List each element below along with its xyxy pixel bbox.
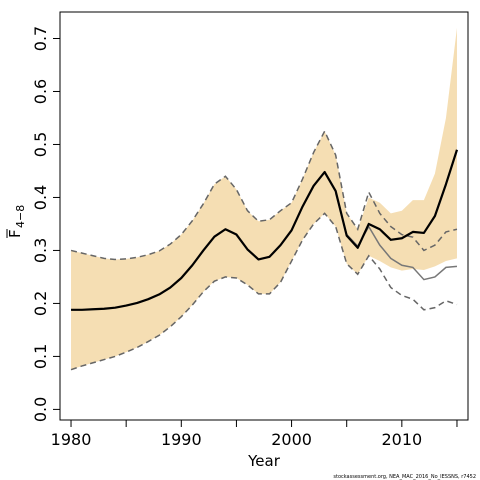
- y-axis: 0.0 0.1 0.2 0.3 0.4 0.5 0.6 0.7: [31, 26, 60, 422]
- y-tick-label: 0.2: [31, 291, 50, 316]
- y-tick-label: 0.4: [31, 185, 50, 210]
- y-tick-label: 0.3: [31, 238, 50, 263]
- y-axis-label: F 4−8: [6, 205, 27, 238]
- y-tick-label: 0.5: [31, 132, 50, 157]
- x-axis: 1980 1990 2000 2010: [51, 419, 458, 449]
- y-tick-label: 0.0: [31, 397, 50, 422]
- upper-bound-line: [70, 129, 458, 261]
- y-tick-label: 0.6: [31, 79, 50, 104]
- x-tick-label: 1980: [51, 430, 92, 449]
- footnote: stockassessment.org, NEA_MAC_2016_No_IES…: [333, 474, 476, 480]
- y-axis-label-main: F: [6, 229, 24, 238]
- plot-area: [70, 27, 459, 371]
- estimate-line: [71, 149, 459, 311]
- x-tick-label: 2010: [381, 430, 422, 449]
- x-tick-label: 1990: [161, 430, 202, 449]
- x-axis-label: Year: [247, 452, 281, 470]
- x-tick-label: 2000: [271, 430, 312, 449]
- y-tick-label: 0.7: [31, 26, 50, 51]
- confidence-band: [71, 27, 457, 370]
- y-tick-label: 0.1: [31, 344, 50, 369]
- y-axis-label-sub: 4−8: [14, 205, 27, 228]
